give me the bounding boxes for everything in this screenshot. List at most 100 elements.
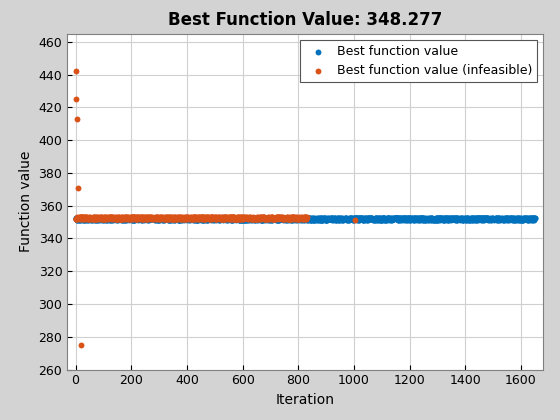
Best function value (infeasible) [251,216,260,223]
Best function value [73,215,82,222]
Best function value (infeasible) [192,216,200,223]
Best function value (infeasible) [176,215,185,222]
Best function value [123,216,132,223]
Best function value [422,216,431,223]
Best function value [183,215,192,221]
Best function value [249,215,258,222]
Best function value [497,215,506,222]
Best function value [300,215,309,221]
Best function value [142,215,151,222]
Best function value [492,214,501,221]
Best function value [211,215,220,222]
Best function value (infeasible) [192,215,201,221]
Best function value [129,216,138,223]
Best function value [421,215,430,222]
Best function value [133,217,142,223]
Best function value [150,216,159,223]
Best function value [265,216,274,223]
Best function value (infeasible) [170,215,179,222]
Best function value [146,215,155,222]
Best function value (infeasible) [277,215,286,222]
Best function value (infeasible) [92,216,101,223]
Best function value [298,214,307,221]
Best function value [367,215,376,222]
Best function value [334,215,343,222]
Best function value [399,215,408,221]
Best function value (infeasible) [255,215,264,221]
Best function value [246,216,255,223]
Best function value [133,215,142,222]
Best function value [381,215,390,222]
Best function value [413,216,422,223]
Best function value [208,216,217,223]
Best function value [495,216,504,223]
Best function value [251,215,260,222]
Best function value [283,216,292,223]
Best function value [402,216,411,223]
Best function value (infeasible) [145,214,154,221]
Best function value [383,215,392,221]
Best function value [285,215,294,221]
Best function value [521,214,530,221]
Best function value (infeasible) [215,214,224,221]
Best function value (infeasible) [152,215,161,221]
Best function value [219,214,228,221]
Best function value [292,215,301,222]
Best function value (infeasible) [240,214,249,220]
Best function value (infeasible) [201,215,210,221]
Best function value [163,216,172,223]
Best function value [490,216,499,223]
Best function value [95,216,104,223]
Best function value [193,215,202,222]
Best function value (infeasible) [263,215,272,222]
Best function value [519,215,528,222]
Best function value [296,215,305,221]
Best function value [281,214,290,221]
Best function value [260,215,269,221]
Best function value [325,216,334,223]
Best function value [365,216,374,223]
Best function value [106,215,115,222]
Best function value [214,217,223,223]
Best function value [361,215,370,222]
Best function value [86,215,95,221]
Best function value (infeasible) [194,215,203,222]
Best function value [528,214,536,221]
Best function value [242,215,251,222]
Best function value (infeasible) [172,215,181,222]
Best function value (infeasible) [73,215,82,222]
Best function value [321,217,330,223]
Best function value (infeasible) [240,215,249,221]
Best function value (infeasible) [181,216,190,223]
Best function value [479,214,488,221]
Best function value [226,217,235,223]
Best function value [304,214,313,221]
Best function value (infeasible) [100,215,109,222]
Best function value (infeasible) [87,215,96,222]
Best function value [128,214,137,221]
Best function value (infeasible) [272,214,281,221]
Best function value [408,215,417,222]
Best function value [237,216,246,223]
Best function value (infeasible) [156,213,165,220]
Best function value [270,216,279,223]
Best function value [200,215,209,222]
Best function value [473,215,482,222]
Best function value (infeasible) [89,216,98,223]
Best function value (infeasible) [223,214,232,220]
Best function value (infeasible) [288,215,297,222]
Best function value (infeasible) [116,215,125,222]
Best function value (infeasible) [136,214,144,221]
Best function value (infeasible) [295,215,304,222]
Best function value (infeasible) [296,215,305,222]
Best function value [472,215,480,222]
Best function value [424,216,433,223]
Best function value (infeasible) [259,214,268,220]
Best function value [505,214,514,221]
Best function value [143,214,152,221]
Best function value [257,216,266,223]
Best function value (infeasible) [293,215,302,222]
Best function value (infeasible) [293,216,302,223]
Best function value (infeasible) [162,215,171,222]
Best function value (infeasible) [147,215,156,222]
